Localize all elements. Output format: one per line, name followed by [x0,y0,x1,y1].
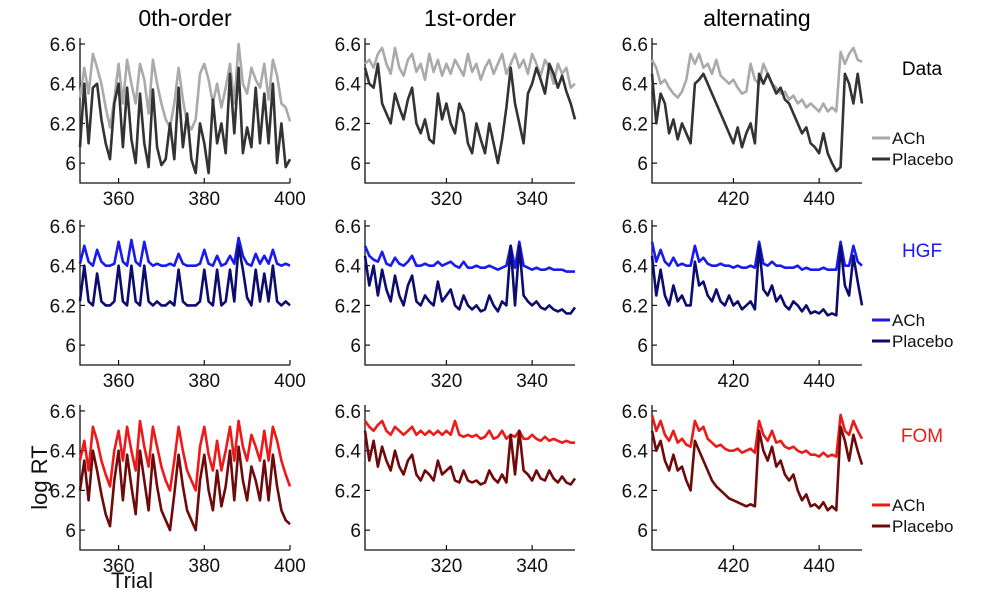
y-tick-label: 6.2 [50,481,76,502]
legend-label-placebo: Placebo [892,150,953,169]
y-tick-label: 6.2 [622,296,648,317]
panel-hgf-2: 6 6.2 6.4 6.6 420 440 [622,217,862,392]
row-label-data: Data [902,59,943,80]
x-tick-label: 340 [516,189,548,210]
x-tick-label: 380 [188,556,220,577]
x-tick-label: 400 [274,556,306,577]
x-tick-label: 400 [274,371,306,392]
x-tick-label: 400 [274,189,306,210]
x-tick-label: 320 [431,556,463,577]
series-line-ach [365,242,575,272]
y-tick-label: 6.6 [50,217,76,238]
y-tick-label: 6.2 [335,481,361,502]
legend-label-ach: ACh [892,129,925,148]
panel-fom-1: 6 6.2 6.4 6.6 320 340 [335,402,575,577]
x-axis-label: Trial [111,568,153,593]
panel-data-1: 6 6.2 6.4 6.6 320 340 [335,35,575,210]
y-tick-label: 6.6 [50,402,76,423]
row-label-fom: FOM [901,426,943,447]
x-tick-label: 340 [516,371,548,392]
y-tick-label: 6.6 [622,217,648,238]
y-tick-label: 6.4 [50,257,77,278]
y-tick-label: 6.6 [622,35,648,56]
panel-data-0: 6 6.2 6.4 6.6 360 380 400 [50,35,306,210]
y-tick-label: 6 [350,336,361,357]
series-line-ach [365,421,575,443]
y-tick-label: 6.2 [622,481,648,502]
y-tick-label: 6 [637,521,648,542]
y-tick-label: 6.6 [335,35,361,56]
x-tick-label: 440 [803,189,835,210]
x-tick-label: 420 [718,556,750,577]
x-tick-label: 440 [803,371,835,392]
legend-label-placebo: Placebo [892,517,953,536]
column-title-0: 0th-order [138,5,232,31]
x-tick-label: 320 [431,189,463,210]
x-tick-label: 360 [103,189,135,210]
panel-fom-0: 6 6.2 6.4 6.6 360 380 400 [50,402,306,577]
y-tick-label: 6.4 [335,75,362,96]
panel-hgf-0: 6 6.2 6.4 6.6 360 380 400 [50,217,306,392]
x-tick-label: 320 [431,371,463,392]
panel-data-2: 6 6.2 6.4 6.6 420 440 [622,35,862,210]
series-line-placebo [365,246,575,314]
x-tick-label: 380 [188,371,220,392]
y-tick-label: 6.4 [335,257,362,278]
series-line-ach [80,238,290,266]
row-label-hgf: HGF [902,241,942,262]
y-tick-label: 6.2 [50,296,76,317]
y-tick-label: 6.6 [50,35,76,56]
legend-label-ach: ACh [892,311,925,330]
y-tick-label: 6 [65,336,76,357]
x-tick-label: 380 [188,189,220,210]
y-tick-label: 6.4 [622,257,649,278]
y-tick-label: 6.2 [335,296,361,317]
x-tick-label: 420 [718,189,750,210]
y-tick-label: 6.2 [622,114,648,135]
panel-fom-2: 6 6.2 6.4 6.6 420 440 [622,402,862,577]
x-tick-label: 360 [103,371,135,392]
legend-label-ach: ACh [892,496,925,515]
y-tick-label: 6.6 [335,402,361,423]
y-axis-label: log RT [27,445,52,509]
y-tick-label: 6.6 [622,402,648,423]
y-tick-label: 6.4 [622,75,649,96]
column-title-2: alternating [703,5,810,31]
y-tick-label: 6.4 [622,442,649,463]
x-tick-label: 440 [803,556,835,577]
panel-hgf-1: 6 6.2 6.4 6.6 320 340 [335,217,575,392]
column-title-1: 1st-order [424,5,516,31]
series-line-placebo [80,246,290,306]
y-tick-label: 6 [637,336,648,357]
x-tick-label: 420 [718,371,750,392]
y-tick-label: 6.2 [50,114,76,135]
axes-frame [365,220,575,365]
y-tick-label: 6 [65,521,76,542]
y-tick-label: 6 [350,154,361,175]
y-tick-label: 6.6 [335,217,361,238]
y-tick-label: 6.4 [335,442,362,463]
y-tick-label: 6 [637,154,648,175]
x-tick-label: 340 [516,556,548,577]
y-tick-label: 6.4 [50,442,77,463]
series-line-ach [365,48,575,88]
series-line-placebo [365,64,575,163]
y-tick-label: 6.2 [335,114,361,135]
series-line-ach [80,421,290,491]
y-tick-label: 6 [350,521,361,542]
y-tick-label: 6.4 [50,75,77,96]
legend-label-placebo: Placebo [892,332,953,351]
y-tick-label: 6 [65,154,76,175]
